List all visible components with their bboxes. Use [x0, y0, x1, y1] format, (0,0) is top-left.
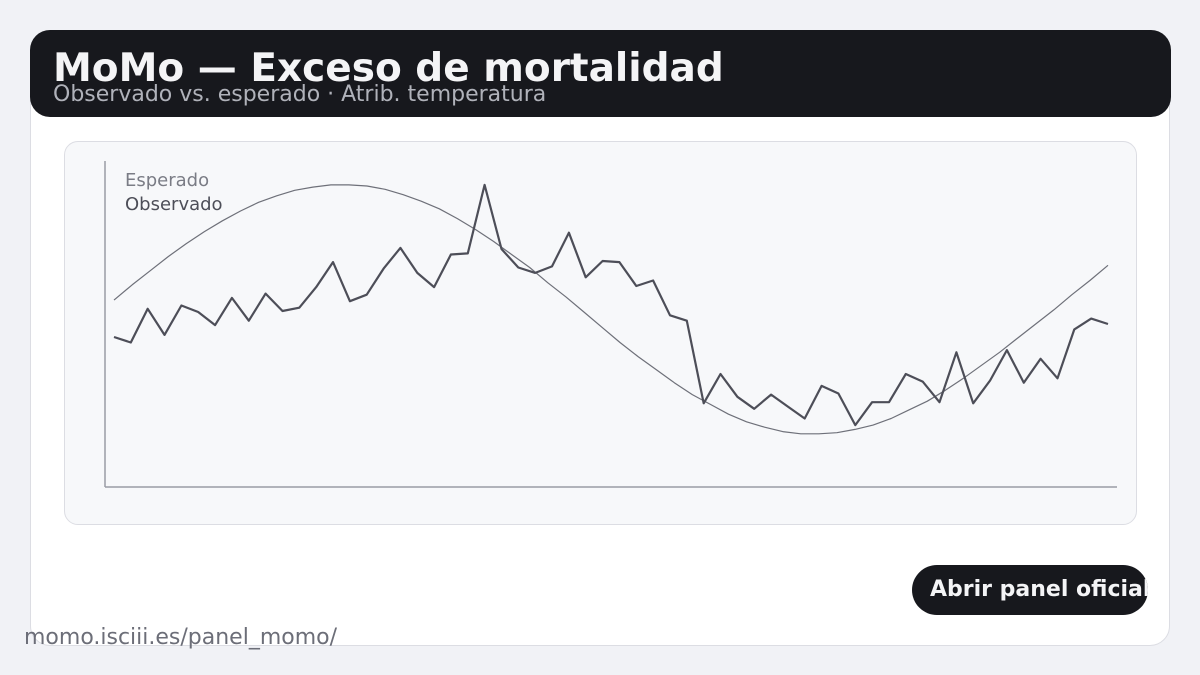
legend-label-esperado: Esperado	[125, 170, 209, 191]
page-title: MoMo — Exceso de mortalidad	[53, 46, 724, 91]
source-url: momo.isciii.es/panel_momo/	[24, 625, 338, 650]
legend-label-observado: Observado	[125, 194, 223, 215]
line-chart: Esperado Observado	[104, 161, 1117, 488]
chart-panel: Esperado Observado	[64, 141, 1137, 525]
open-official-panel-button[interactable]: Abrir panel oficial	[912, 565, 1148, 615]
series-line-observado	[113, 183, 1109, 427]
open-official-panel-label: Abrir panel oficial	[930, 577, 1148, 602]
page-subtitle: Observado vs. esperado · Atrib. temperat…	[53, 82, 547, 107]
header-bar: MoMo — Exceso de mortalidad Observado vs…	[30, 30, 1171, 117]
series-line-esperado	[113, 184, 1109, 435]
